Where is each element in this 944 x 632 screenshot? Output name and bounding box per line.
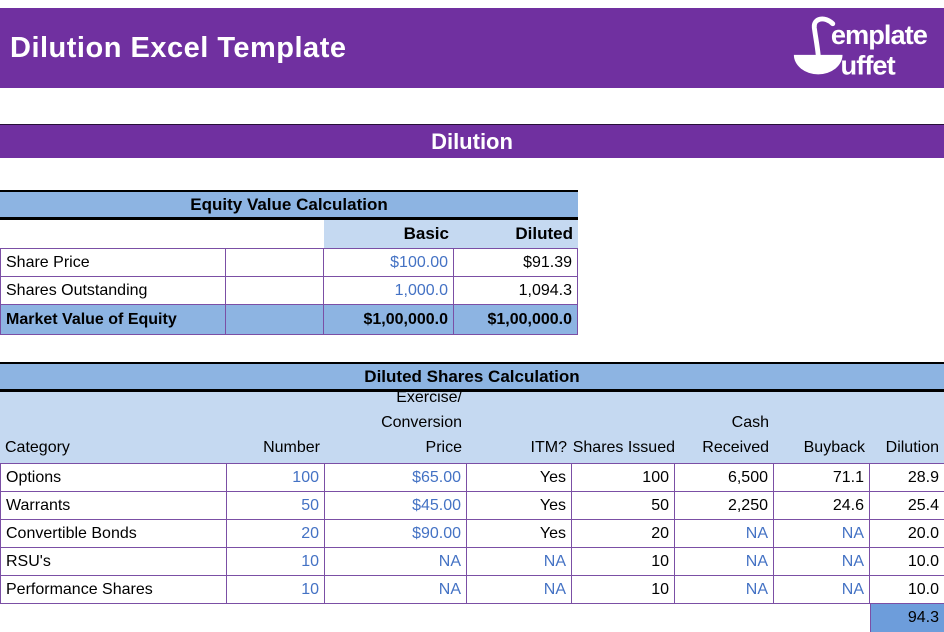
col-header-buyback: Buyback — [803, 439, 865, 456]
empty-cell — [774, 604, 870, 632]
cell-itm[interactable]: Yes — [467, 464, 572, 492]
empty-cell — [227, 604, 325, 632]
table-row-performance-shares: Performance Shares 10 NA NA 10 NA NA 10.… — [0, 576, 944, 604]
cell-dilution[interactable]: 20.0 — [870, 520, 944, 548]
col-header-shares-issued: Shares Issued — [572, 439, 675, 456]
cell-dilution[interactable]: 10.0 — [870, 548, 944, 576]
table-row-convertible-bonds: Convertible Bonds 20 $90.00 Yes 20 NA NA… — [0, 520, 944, 548]
app-header: Dilution Excel Template emplate uffet — [0, 8, 944, 88]
cell-buyback[interactable]: 71.1 — [774, 464, 870, 492]
cell-category[interactable]: Options — [0, 464, 227, 492]
col-header-cash-received: Cash Received — [702, 414, 769, 456]
empty-cell — [572, 604, 675, 632]
table-row-market-value: Market Value of Equity $1,00,000.0 $1,00… — [0, 305, 578, 335]
cell-itm[interactable]: NA — [467, 548, 572, 576]
cell-shares-issued[interactable]: 20 — [572, 520, 675, 548]
table-row-rsus: RSU's 10 NA NA 10 NA NA 10.0 — [0, 548, 944, 576]
diluted-column-header: Diluted — [454, 220, 578, 248]
cell-buyback[interactable]: NA — [774, 576, 870, 604]
row-label[interactable]: Market Value of Equity — [0, 305, 226, 335]
cell-category[interactable]: Convertible Bonds — [0, 520, 227, 548]
col-header-dilution: Dilution — [885, 439, 939, 456]
logo-text-line1: emplate — [831, 19, 928, 50]
basic-value-cell[interactable]: $1,00,000.0 — [324, 305, 454, 335]
cell-dilution[interactable]: 25.4 — [870, 492, 944, 520]
total-row: 94.3 — [0, 604, 944, 632]
page-title: Dilution Excel Template — [10, 31, 347, 64]
cell-itm[interactable]: Yes — [467, 492, 572, 520]
template-buffet-logo: emplate uffet — [793, 16, 929, 80]
cell-cash-received[interactable]: NA — [675, 548, 774, 576]
cell-cash-received[interactable]: 2,250 — [675, 492, 774, 520]
cell-cash-received[interactable]: 6,500 — [675, 464, 774, 492]
cell-price[interactable]: $45.00 — [325, 492, 467, 520]
col-header-exercise-conversion-price: Exercise/ Conversion Price — [381, 392, 462, 456]
ladle-icon — [793, 16, 843, 75]
cell-shares-issued[interactable]: 10 — [572, 548, 675, 576]
cell-buyback[interactable]: NA — [774, 520, 870, 548]
col-header-category: Category — [5, 439, 70, 456]
table-row-share-price: Share Price $100.00 $91.39 — [0, 249, 578, 277]
cell-category[interactable]: RSU's — [0, 548, 227, 576]
equity-table-header-row: Basic Diluted — [0, 220, 578, 249]
diluted-value-cell[interactable]: 1,094.3 — [454, 277, 578, 305]
table-row-options: Options 100 $65.00 Yes 100 6,500 71.1 28… — [0, 464, 944, 492]
section-title: Dilution — [431, 128, 513, 154]
col-header-number: Number — [263, 439, 320, 456]
empty-cell — [0, 604, 227, 632]
cell-number[interactable]: 100 — [227, 464, 325, 492]
cell-number[interactable]: 50 — [227, 492, 325, 520]
cell-number[interactable]: 10 — [227, 576, 325, 604]
basic-column-header: Basic — [324, 220, 454, 248]
section-banner-dilution: Dilution — [0, 124, 944, 158]
cell-buyback[interactable]: NA — [774, 548, 870, 576]
empty-cell[interactable] — [226, 277, 324, 305]
logo-text-line2: uffet — [841, 49, 896, 80]
cell-number[interactable]: 10 — [227, 548, 325, 576]
diluted-value-cell[interactable]: $91.39 — [454, 249, 578, 277]
cell-price[interactable]: NA — [325, 576, 467, 604]
diluted-table-title: Diluted Shares Calculation — [0, 362, 944, 392]
col-header-itm: ITM? — [530, 439, 567, 456]
table-row-warrants: Warrants 50 $45.00 Yes 50 2,250 24.6 25.… — [0, 492, 944, 520]
cell-itm[interactable]: Yes — [467, 520, 572, 548]
cell-price[interactable]: $65.00 — [325, 464, 467, 492]
empty-cell — [325, 604, 467, 632]
row-label[interactable]: Shares Outstanding — [0, 277, 226, 305]
cell-itm[interactable]: NA — [467, 576, 572, 604]
cell-category[interactable]: Performance Shares — [0, 576, 227, 604]
cell-shares-issued[interactable]: 50 — [572, 492, 675, 520]
cell-number[interactable]: 20 — [227, 520, 325, 548]
cell-shares-issued[interactable]: 10 — [572, 576, 675, 604]
equity-header-spacer — [226, 220, 324, 248]
table-row-shares-outstanding: Shares Outstanding 1,000.0 1,094.3 — [0, 277, 578, 305]
equity-value-table: Equity Value Calculation Basic Diluted S… — [0, 190, 578, 335]
total-dilution-cell[interactable]: 94.3 — [870, 604, 944, 632]
empty-cell[interactable] — [226, 305, 324, 335]
cell-price[interactable]: $90.00 — [325, 520, 467, 548]
cell-cash-received[interactable]: NA — [675, 576, 774, 604]
cell-price[interactable]: NA — [325, 548, 467, 576]
equity-header-spacer — [0, 220, 226, 248]
diluted-shares-table: Diluted Shares Calculation Category Numb… — [0, 362, 944, 632]
cell-category[interactable]: Warrants — [0, 492, 227, 520]
cell-buyback[interactable]: 24.6 — [774, 492, 870, 520]
cell-cash-received[interactable]: NA — [675, 520, 774, 548]
equity-table-title: Equity Value Calculation — [0, 190, 578, 220]
empty-cell — [467, 604, 572, 632]
diluted-value-cell[interactable]: $1,00,000.0 — [454, 305, 578, 335]
basic-value-cell[interactable]: $100.00 — [324, 249, 454, 277]
row-label[interactable]: Share Price — [0, 249, 226, 277]
basic-value-cell[interactable]: 1,000.0 — [324, 277, 454, 305]
cell-dilution[interactable]: 28.9 — [870, 464, 944, 492]
diluted-table-header-row: Category Number Exercise/ Conversion Pri… — [0, 392, 944, 464]
empty-cell — [675, 604, 774, 632]
cell-shares-issued[interactable]: 100 — [572, 464, 675, 492]
cell-dilution[interactable]: 10.0 — [870, 576, 944, 604]
empty-cell[interactable] — [226, 249, 324, 277]
